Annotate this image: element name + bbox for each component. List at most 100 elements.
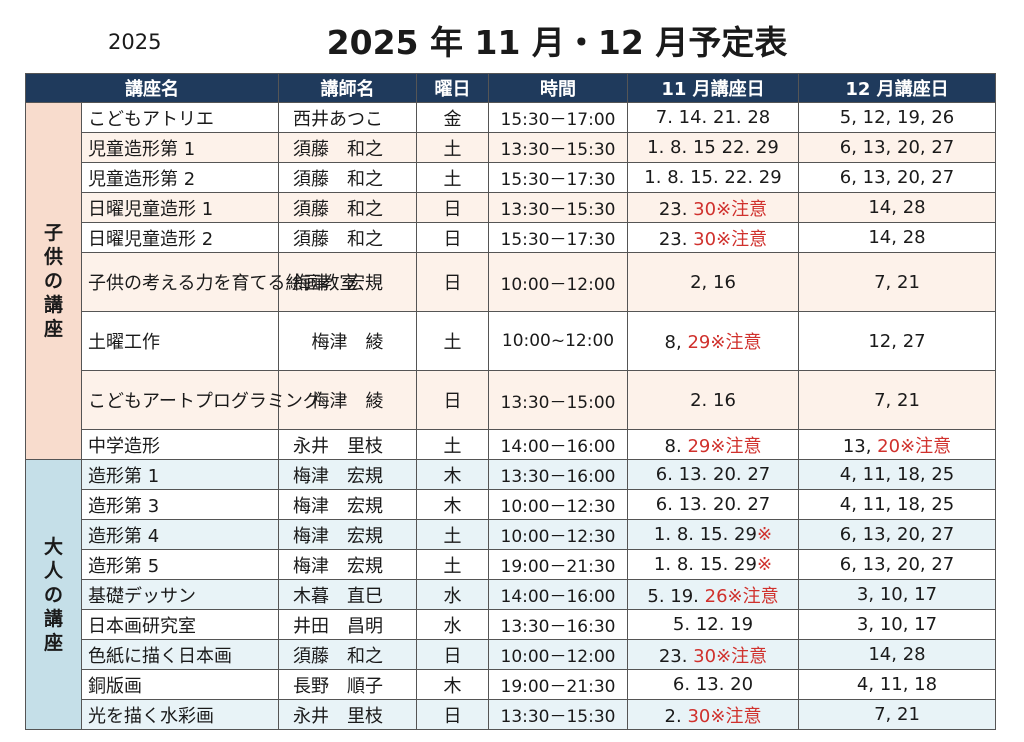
teacher-name: 梅津 宏規 (278, 489, 417, 520)
course-name: 基礎デッサン (81, 579, 279, 610)
weekday: 木 (416, 669, 489, 700)
november-dates: 7. 14. 21. 28 (627, 102, 799, 133)
november-dates: 23. 30※注意 (627, 222, 799, 253)
schedule-table: 講座名 講師名 曜日 時間 11 月講座日 12 月講座日 子供の講座 こどもア… (25, 73, 996, 730)
teacher-name: 西井あつこ (278, 102, 417, 133)
table-row: 日本画研究室 井田 昌明水 13:30－16:30 5. 12. 19 3, 10, 1… (26, 609, 996, 640)
nov-dates-text: 2. 16 (690, 389, 736, 411)
header-weekday: 曜日 (416, 73, 489, 103)
dec-dates-text: 3, 10, 17 (856, 584, 938, 605)
november-dates: 6. 13. 20. 27 (627, 459, 799, 490)
dec-dates-text: 4, 11, 18 (856, 674, 938, 695)
header-teacher: 講師名 (278, 73, 417, 103)
table-row: 光を描く水彩画 永井 里枝日 13:30－15:30 2. 30※注意 7, 21 (26, 699, 996, 730)
november-dates: 5. 12. 19 (627, 609, 799, 640)
dec-dates-text: 7, 21 (874, 704, 920, 725)
dec-dates-text: 7, 21 (874, 389, 920, 411)
teacher-name: 梅津 綾 (278, 311, 417, 371)
nov-dates-text: 5. 19. (647, 585, 705, 607)
time-range: 10:00－12:00 (488, 639, 628, 670)
weekday: 土 (416, 519, 489, 550)
course-name: 日曜児童造形 2 (81, 222, 279, 253)
weekday: 木 (416, 489, 489, 520)
weekday: 土 (416, 132, 489, 163)
nov-dates-text: 1. 8. 15 22. 29 (647, 137, 779, 158)
dec-dates-text: 14, 28 (868, 227, 926, 248)
teacher-name: 須藤 和之 (278, 162, 417, 193)
nov-dates-text: 1. 8. 15. 29 (653, 554, 757, 575)
table-row: 子供の考える力を育てる絵画教室 梅津 宏規日 10:00－12:00 2, 16 7, … (26, 252, 996, 312)
november-dates: 2, 16 (627, 252, 799, 312)
course-name: 子供の考える力を育てる絵画教室 (81, 252, 357, 312)
november-dates: 23. 30※注意 (627, 639, 799, 670)
dec-dates-text: 6, 13, 20, 27 (839, 137, 955, 158)
december-dates: 4, 11, 18 (798, 669, 996, 700)
december-dates: 6, 13, 20, 27 (798, 162, 996, 193)
december-dates: 7, 21 (798, 699, 996, 730)
teacher-name: 須藤 和之 (278, 222, 417, 253)
teacher-name: 須藤 和之 (278, 132, 417, 163)
november-dates: 2. 16 (627, 370, 799, 430)
course-name: 土曜工作 (81, 311, 279, 371)
nov-caution-note: ※ (756, 524, 773, 545)
table-row: 造形第 3 梅津 宏規木 10:00－12:30 6. 13. 20. 27 4, 11… (26, 489, 996, 520)
nov-dates-text: 6. 13. 20. 27 (655, 464, 771, 485)
header-row: 講座名 講師名 曜日 時間 11 月講座日 12 月講座日 (25, 73, 996, 103)
december-dates: 12, 27 (798, 311, 996, 371)
nov-dates-text: 23. (658, 228, 694, 250)
december-dates: 14, 28 (798, 639, 996, 670)
november-dates: 8, 29※注意 (627, 311, 799, 371)
time-range: 13:30－15:30 (488, 132, 628, 163)
weekday: 金 (416, 102, 489, 133)
december-dates: 14, 28 (798, 222, 996, 253)
nov-dates-text: 23. (658, 645, 694, 667)
header-december: 12 月講座日 (798, 73, 996, 103)
teacher-name: 梅津 宏規 (278, 549, 417, 580)
table-row: 中学造形 永井 里枝土 14:00－16:00 8. 29※注意 13, 20※注意 (26, 429, 996, 460)
nov-dates-text: 6. 13. 20 (672, 674, 754, 695)
time-range: 13:30－15:30 (488, 192, 628, 223)
course-name: 色紙に描く日本画 (81, 639, 279, 670)
weekday: 木 (416, 459, 489, 490)
dec-caution-note: 20※注意 (877, 435, 952, 457)
nov-dates-text: 1. 8. 15. 22. 29 (644, 167, 782, 188)
nov-caution-note: 30※注意 (687, 705, 762, 727)
weekday: 日 (416, 192, 489, 223)
time-range: 13:30－16:30 (488, 609, 628, 640)
teacher-name: 木暮 直巳 (278, 579, 417, 610)
time-range: 13:30－16:00 (488, 459, 628, 490)
course-name: 日曜児童造形 1 (81, 192, 279, 223)
course-name: 造形第 1 (81, 459, 279, 490)
header-time: 時間 (488, 73, 628, 103)
november-dates: 1. 8. 15 22. 29 (627, 132, 799, 163)
time-range: 10:00－12:30 (488, 489, 628, 520)
november-dates: 2. 30※注意 (627, 699, 799, 730)
december-dates: 7, 21 (798, 252, 996, 312)
nov-caution-note: 30※注意 (693, 645, 768, 667)
course-name: 中学造形 (81, 429, 279, 460)
table-row: 銅版画 長野 順子木 19:00－21:30 6. 13. 20 4, 11, 18 (26, 669, 996, 700)
time-range: 10:00－12:30 (488, 519, 628, 550)
nov-dates-text: 1. 8. 15. 29 (653, 524, 757, 545)
table-row: 子供の講座 こどもアトリエ 西井あつこ金 15:30－17:00 7. 14. 21.… (25, 102, 996, 460)
table-row: 日曜児童造形 2 須藤 和之日 15:30－17:30 23. 30※注意 14, 28 (26, 222, 996, 253)
dec-dates-text: 12, 27 (868, 330, 926, 352)
teacher-name: 井田 昌明 (278, 609, 417, 640)
time-range: 15:30－17:30 (488, 222, 628, 253)
weekday: 日 (416, 699, 489, 730)
header-november: 11 月講座日 (627, 73, 799, 103)
nov-caution-note: 26※注意 (704, 585, 779, 607)
time-range: 10:00－12:00 (488, 252, 628, 312)
year-label: 2025 (108, 30, 162, 54)
november-dates: 1. 8. 15. 29※ (627, 549, 799, 580)
course-name: 児童造形第 2 (81, 162, 279, 193)
december-dates: 3, 10, 17 (798, 579, 996, 610)
dec-dates-text: 4, 11, 18, 25 (839, 494, 955, 515)
weekday: 水 (416, 579, 489, 610)
course-name: 児童造形第 1 (81, 132, 279, 163)
course-name: こどもアートプログラミング (81, 370, 321, 430)
nov-dates-text: 2. (664, 705, 688, 727)
weekday: 土 (416, 549, 489, 580)
weekday: 日 (416, 252, 489, 312)
course-name: 銅版画 (81, 669, 279, 700)
